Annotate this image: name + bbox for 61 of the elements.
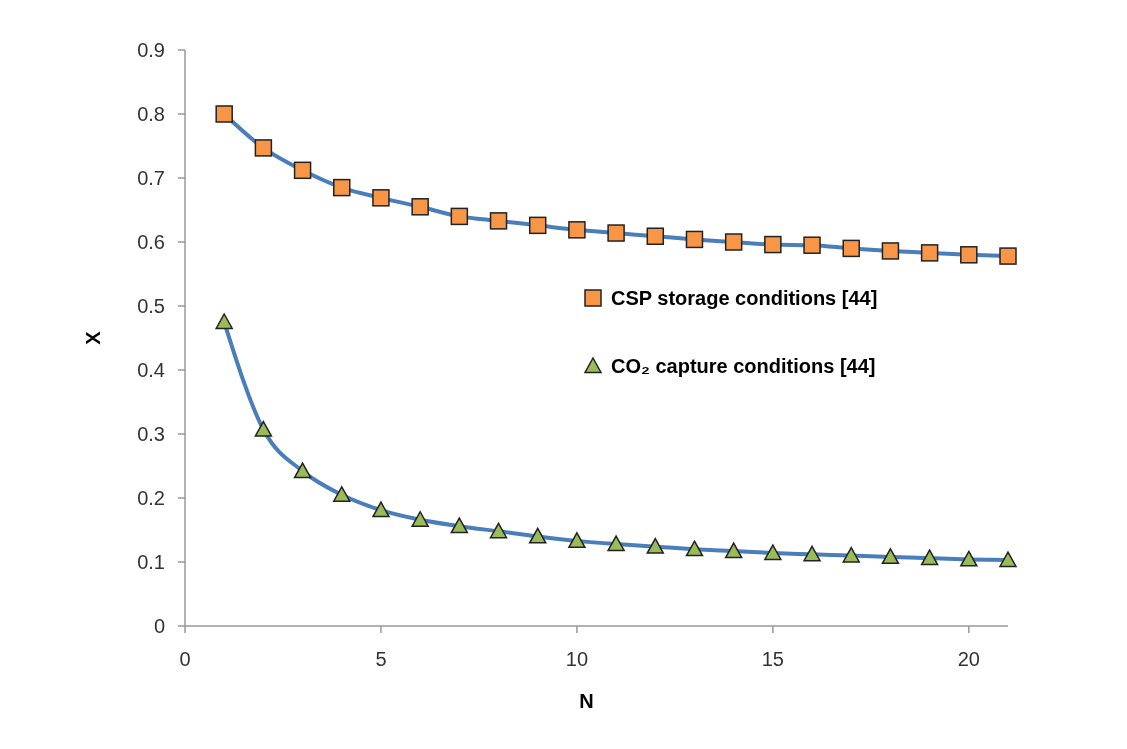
- point: [333, 486, 351, 502]
- point: [646, 537, 665, 554]
- point: [293, 462, 312, 479]
- point: [724, 233, 743, 251]
- legend-label: CO₂ capture conditions [44]: [611, 355, 876, 377]
- point: [489, 522, 508, 539]
- x-tick-label: 5: [375, 648, 387, 670]
- y-tick-label: 0.1: [137, 551, 165, 573]
- point: [254, 139, 273, 157]
- point: [489, 212, 508, 230]
- point: [881, 548, 900, 565]
- point: [764, 235, 782, 254]
- point: [920, 244, 939, 262]
- point: [960, 246, 978, 264]
- point: [568, 221, 586, 239]
- point: [960, 550, 978, 567]
- point: [333, 178, 351, 197]
- x-tick-label: 20: [957, 648, 980, 670]
- point: [842, 546, 860, 563]
- legend-label: CSP storage conditions [44]: [611, 287, 878, 309]
- point: [685, 540, 704, 557]
- y-axis-title: X: [82, 330, 104, 345]
- point: [450, 517, 469, 534]
- point: [646, 227, 665, 245]
- point: [450, 207, 469, 226]
- point: [215, 313, 233, 330]
- point: [607, 535, 625, 552]
- point: [215, 105, 233, 123]
- point: [293, 161, 312, 180]
- point: [881, 242, 900, 260]
- y-tick-label: 0.2: [137, 487, 165, 509]
- y-tick-label: 0.6: [137, 231, 165, 253]
- point: [685, 230, 704, 249]
- point: [764, 544, 782, 561]
- point: [803, 236, 821, 254]
- y-tick-label: 0.4: [137, 359, 165, 381]
- point: [999, 247, 1017, 265]
- point: [372, 189, 390, 207]
- point: [920, 549, 939, 566]
- y-tick-label: 0.9: [137, 39, 165, 61]
- point: [568, 532, 586, 549]
- point: [372, 501, 390, 518]
- y-tick-label: 0.8: [137, 103, 165, 125]
- point: [724, 542, 743, 559]
- point: [411, 198, 429, 216]
- x-tick-label: 10: [565, 648, 589, 670]
- x-axis-title: N: [579, 690, 594, 712]
- y-tick-label: 0.7: [137, 167, 165, 189]
- y-tick-label: 0: [153, 615, 165, 637]
- point: [528, 216, 547, 235]
- point: [254, 420, 273, 437]
- x-tick-label: 0: [179, 648, 191, 670]
- point: [607, 224, 625, 242]
- point: [411, 511, 429, 527]
- y-tick-label: 0.5: [137, 295, 165, 317]
- point: [528, 527, 547, 544]
- point: [803, 545, 821, 562]
- point: [842, 239, 860, 258]
- point: [999, 551, 1017, 568]
- y-tick-label: 0.3: [137, 423, 165, 445]
- x-tick-label: 15: [761, 648, 784, 670]
